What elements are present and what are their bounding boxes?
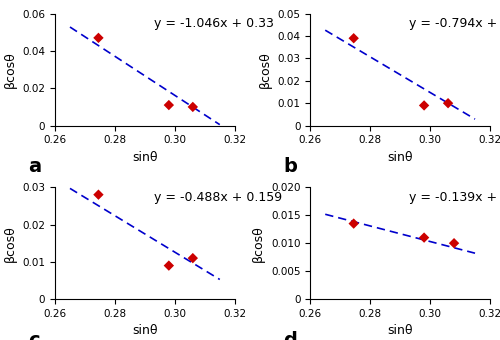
Text: y = -0.794x + 0.253: y = -0.794x + 0.253: [409, 17, 500, 30]
Point: [189, 104, 197, 110]
Text: b: b: [284, 157, 297, 176]
X-axis label: sinθ: sinθ: [388, 151, 413, 164]
Y-axis label: βcosθ: βcosθ: [259, 51, 272, 88]
Point: [350, 221, 358, 226]
Text: d: d: [284, 330, 297, 340]
Text: c: c: [28, 330, 40, 340]
Point: [165, 263, 173, 268]
Y-axis label: βcosθ: βcosθ: [4, 51, 16, 88]
Point: [420, 235, 428, 240]
X-axis label: sinθ: sinθ: [132, 324, 158, 338]
Point: [94, 192, 102, 198]
Text: y = -1.046x + 0.33: y = -1.046x + 0.33: [154, 17, 274, 30]
Point: [420, 103, 428, 108]
Y-axis label: βcosθ: βcosθ: [252, 225, 266, 261]
Text: y = -0.488x + 0.159: y = -0.488x + 0.159: [154, 190, 282, 204]
Point: [444, 101, 452, 106]
Point: [165, 102, 173, 108]
Y-axis label: βcosθ: βcosθ: [4, 225, 16, 261]
Text: a: a: [28, 157, 41, 176]
Text: y = -0.139x + 0.052: y = -0.139x + 0.052: [409, 190, 500, 204]
Point: [350, 35, 358, 41]
Point: [94, 35, 102, 40]
Point: [189, 255, 197, 261]
X-axis label: sinθ: sinθ: [388, 324, 413, 338]
Point: [450, 240, 458, 246]
X-axis label: sinθ: sinθ: [132, 151, 158, 164]
